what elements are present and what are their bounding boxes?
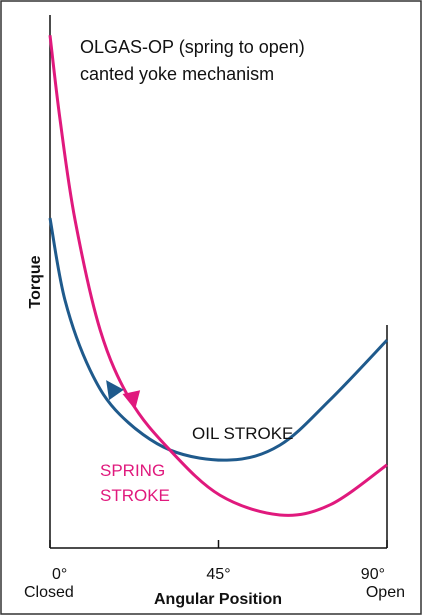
x-axis-label: Angular Position [154, 591, 282, 608]
chart-title: OLGAS-OP (spring to open) [80, 37, 305, 57]
chart-title: canted yoke mechanism [80, 64, 274, 84]
x-tick-label: 0° [52, 566, 67, 583]
arrowhead [122, 390, 141, 410]
x-tick-label: 90° [361, 566, 385, 583]
series-line [48, 35, 388, 517]
arrowhead [106, 380, 124, 401]
y-axis-label: Torque [27, 255, 44, 308]
series-label: SPRING STROKE [100, 461, 170, 505]
annotation: Open [366, 584, 405, 601]
x-tick-label: 45° [206, 566, 230, 583]
series-label: OIL STROKE [192, 424, 294, 443]
annotation: Closed [24, 584, 74, 601]
